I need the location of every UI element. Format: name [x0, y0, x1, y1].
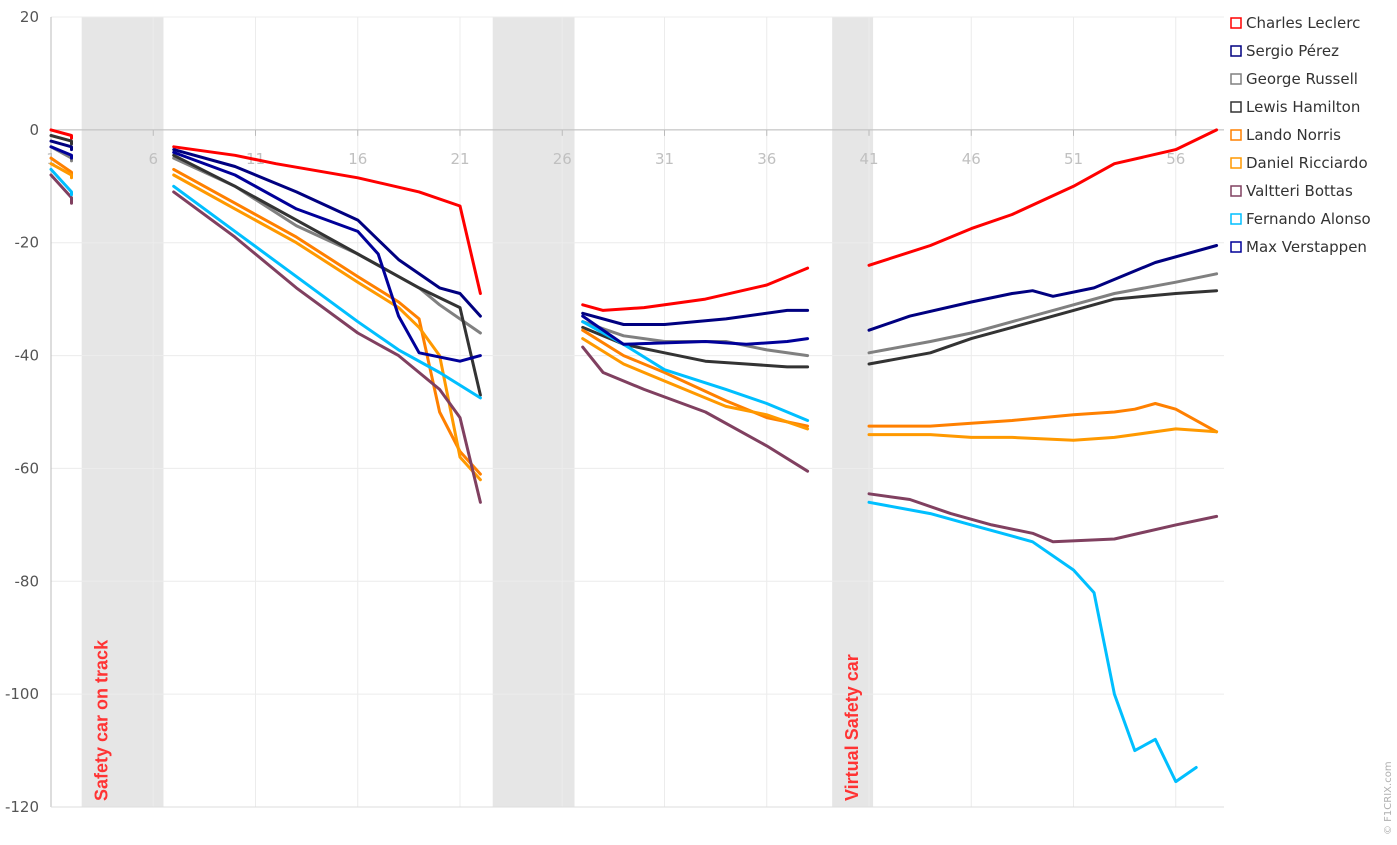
series-line — [581, 328, 810, 428]
series-line — [49, 167, 73, 197]
series-line — [172, 190, 482, 504]
series-4 — [49, 134, 1219, 397]
x-tick-label: 31 — [655, 150, 674, 168]
legend-item: Lando Norris — [1230, 126, 1341, 144]
y-tick-label: -40 — [15, 347, 40, 365]
series-2 — [49, 139, 1219, 332]
band-label-1: Safety car on track — [92, 639, 112, 801]
series-line — [867, 272, 1219, 355]
legend-swatch — [1230, 185, 1242, 197]
series-line — [49, 128, 73, 140]
y-tick-label: 0 — [29, 121, 39, 139]
legend-item: Charles Leclerc — [1230, 14, 1360, 32]
x-tick-label: 6 — [148, 150, 158, 168]
series-line — [867, 128, 1219, 267]
series-6 — [49, 162, 1219, 482]
legend-label: Charles Leclerc — [1246, 14, 1360, 32]
series-line — [867, 289, 1219, 366]
y-tick-label: -100 — [5, 685, 39, 703]
legend-swatch — [1230, 213, 1242, 225]
series-line — [867, 492, 1219, 544]
x-tick-label: 46 — [962, 150, 981, 168]
legend-label: Valtteri Bottas — [1246, 182, 1353, 200]
series-line — [49, 173, 73, 205]
series-line — [172, 173, 482, 482]
series-line — [867, 427, 1219, 442]
series-line — [172, 153, 482, 397]
series-line — [172, 156, 482, 335]
series-line — [581, 314, 810, 346]
band-3 — [832, 17, 874, 807]
grid-layer — [50, 16, 1224, 808]
series-8 — [49, 167, 1198, 784]
band-2 — [492, 17, 575, 807]
series-line — [581, 266, 810, 312]
series-line — [581, 320, 810, 422]
series-line — [49, 145, 73, 160]
legend-label: Fernando Alonso — [1246, 210, 1371, 228]
series-line — [172, 148, 482, 318]
series-line — [49, 162, 73, 180]
band-label-3: Virtual Safety car — [842, 654, 862, 801]
x-tick-label: 41 — [859, 150, 878, 168]
series-line — [867, 244, 1219, 332]
x-tick-label: 51 — [1064, 150, 1083, 168]
x-tick-label: 16 — [348, 150, 367, 168]
bands-layer — [81, 17, 874, 807]
y-tick-label: -20 — [15, 234, 40, 252]
series-line — [172, 150, 482, 363]
series-line — [49, 139, 73, 152]
series-line — [172, 184, 482, 400]
y-tick-label: -120 — [5, 798, 39, 816]
legend-swatch — [1230, 129, 1242, 141]
series-line — [172, 167, 482, 476]
legend-swatch — [1230, 17, 1242, 29]
series-layer — [49, 128, 1219, 784]
legend-item: George Russell — [1230, 70, 1358, 88]
y-tick-label: 20 — [20, 8, 39, 26]
series-line — [172, 145, 482, 295]
legend-item: Daniel Ricciardo — [1230, 154, 1368, 172]
legend-layer: Charles Leclerc Sergio Pérez George Russel… — [1230, 14, 1371, 256]
x-tick-label: 56 — [1166, 150, 1185, 168]
series-line — [581, 337, 810, 431]
band-labels-layer: Safety car on track Virtual Safety car — [92, 639, 863, 801]
legend-swatch — [1230, 241, 1242, 253]
series-line — [581, 345, 810, 473]
series-line — [867, 500, 1198, 784]
y-tick-label: -80 — [15, 572, 40, 590]
legend-label: Max Verstappen — [1246, 238, 1367, 256]
band-1 — [81, 17, 164, 807]
legend-label: George Russell — [1246, 70, 1358, 88]
legend-label: Sergio Pérez — [1246, 42, 1339, 60]
series-line — [867, 402, 1219, 434]
legend-swatch — [1230, 157, 1242, 169]
legend-item: Max Verstappen — [1230, 238, 1367, 256]
x-tick-label: 26 — [553, 150, 572, 168]
legend-label: Lewis Hamilton — [1246, 98, 1360, 116]
watermark-text: © F1CRIX.com — [1383, 761, 1394, 835]
legend-item: Fernando Alonso — [1230, 210, 1371, 228]
legend-item: Lewis Hamilton — [1230, 98, 1360, 116]
legend-swatch — [1230, 101, 1242, 113]
series-7 — [49, 173, 1219, 544]
x-tick-label: 36 — [757, 150, 776, 168]
legend-item: Valtteri Bottas — [1230, 182, 1353, 200]
legend-swatch — [1230, 45, 1242, 57]
legend-label: Lando Norris — [1246, 126, 1341, 144]
series-line — [49, 134, 73, 146]
x-tick-label: 21 — [450, 150, 469, 168]
legend-label: Daniel Ricciardo — [1246, 154, 1368, 172]
series-line — [581, 308, 810, 326]
legend-item: Sergio Pérez — [1230, 42, 1339, 60]
y-tick-label: -60 — [15, 459, 40, 477]
series-5 — [49, 156, 1219, 476]
series-1 — [49, 128, 1219, 312]
legend-swatch — [1230, 73, 1242, 85]
series-9 — [49, 145, 810, 363]
